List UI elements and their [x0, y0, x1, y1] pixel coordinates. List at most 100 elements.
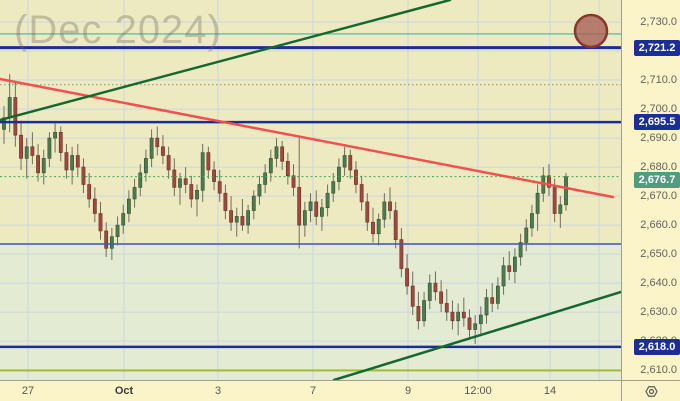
axis-settings-corner: [621, 380, 680, 401]
candle-down: [98, 213, 103, 232]
price-axis-label: 2,690.0: [640, 132, 677, 145]
candlestick-chart[interactable]: [0, 0, 621, 380]
time-axis-label: Oct: [114, 385, 134, 397]
candle-down: [297, 187, 302, 226]
candle-up: [132, 187, 137, 200]
candle-up: [126, 198, 131, 214]
candle-down: [444, 303, 449, 313]
candle-up: [530, 213, 534, 229]
candle-down: [223, 192, 228, 211]
candle-down: [405, 268, 409, 287]
candle-down: [92, 198, 97, 214]
candle-down: [161, 146, 165, 156]
candle-up: [484, 297, 489, 316]
time-axis-label: 12:00: [464, 385, 492, 397]
highlight-circle[interactable]: [573, 13, 609, 49]
descending-resistance-trendline[interactable]: [0, 77, 615, 199]
candle-down: [393, 210, 398, 240]
candle-down: [75, 155, 80, 168]
candle-up: [178, 178, 182, 188]
candle-down: [81, 166, 86, 185]
candle-down: [467, 317, 472, 330]
candle-down: [439, 291, 444, 304]
time-axis-label: 9: [404, 385, 412, 397]
candle-down: [240, 216, 245, 226]
candle-up: [564, 176, 568, 206]
candle-up: [342, 155, 347, 168]
candle-up: [70, 155, 75, 171]
candle-down: [206, 152, 211, 171]
candle-down: [19, 134, 23, 159]
price-axis-label: 2,610.0: [640, 364, 677, 377]
candle-up: [195, 189, 199, 200]
candle-up: [234, 216, 239, 223]
candle-up: [473, 323, 478, 330]
candle-up: [109, 236, 114, 249]
candle-up: [376, 218, 381, 235]
candle-down: [229, 210, 233, 223]
candle-up: [456, 311, 461, 322]
candle-up: [513, 256, 517, 272]
price-axis-label: 2,650.0: [640, 248, 677, 261]
price-axis-label: 2,630.0: [640, 306, 677, 319]
candle-down: [359, 184, 364, 203]
candle-down: [461, 311, 466, 319]
candle-up: [274, 146, 279, 159]
candle-down: [291, 175, 296, 188]
price-badge: 2,618.0: [634, 338, 680, 355]
candle-up: [308, 201, 313, 211]
candle-up: [422, 300, 426, 322]
candle-down: [399, 239, 404, 269]
candle-up: [268, 158, 273, 174]
candle-down: [285, 160, 290, 177]
candle-up: [263, 172, 268, 185]
candle-down: [189, 184, 194, 200]
chart-pane[interactable]: (Dec 2024): [0, 0, 621, 380]
candle-down: [507, 265, 512, 272]
candle-up: [495, 285, 500, 304]
candle-down: [490, 297, 495, 304]
candle-down: [371, 221, 375, 235]
time-axis[interactable]: 27 Oct 3 7 9 12:00 14: [0, 380, 621, 401]
time-axis-label: 14: [543, 385, 557, 397]
gear-icon[interactable]: [644, 384, 659, 399]
candle-up: [302, 210, 307, 226]
candle-down: [388, 201, 392, 211]
candle-down: [547, 175, 551, 188]
candle-up: [558, 204, 563, 214]
price-axis-label: 2,680.0: [640, 161, 677, 174]
candle-down: [410, 285, 415, 307]
candle-up: [524, 227, 529, 243]
candle-up: [149, 137, 154, 159]
candle-up: [200, 152, 205, 191]
time-axis-label: 7: [309, 385, 317, 397]
ascending-trendline-lower[interactable]: [332, 290, 621, 380]
price-badge: 2,695.5: [634, 114, 680, 131]
candle-down: [212, 169, 216, 182]
price-axis-label: 2,700.0: [640, 103, 677, 116]
price-axis[interactable]: 2,730.0 2,710.0 2,700.0 2,690.0 2,680.0 2,670…: [621, 0, 680, 380]
candle-up: [382, 201, 387, 220]
candle-up: [41, 158, 46, 174]
candle-down: [433, 282, 438, 293]
candle-down: [552, 187, 557, 214]
time-axis-label: 3: [214, 385, 222, 397]
candle-up: [337, 166, 341, 182]
candle-down: [166, 155, 171, 171]
candle-down: [36, 155, 40, 174]
candle-up: [47, 137, 52, 159]
candle-up: [501, 265, 506, 287]
candle-up: [24, 146, 29, 159]
candle-up: [138, 172, 143, 188]
candle-down: [217, 181, 222, 194]
candle-up: [7, 97, 12, 119]
ascending-trendline-upper[interactable]: [0, 0, 452, 122]
candle-up: [319, 207, 324, 217]
candle-up: [478, 314, 483, 325]
candle-up: [535, 192, 540, 214]
candle-down: [172, 169, 177, 188]
price-axis-label: 2,670.0: [640, 190, 677, 203]
candle-down: [30, 146, 35, 156]
price-badge: 2,676.7: [634, 171, 680, 188]
